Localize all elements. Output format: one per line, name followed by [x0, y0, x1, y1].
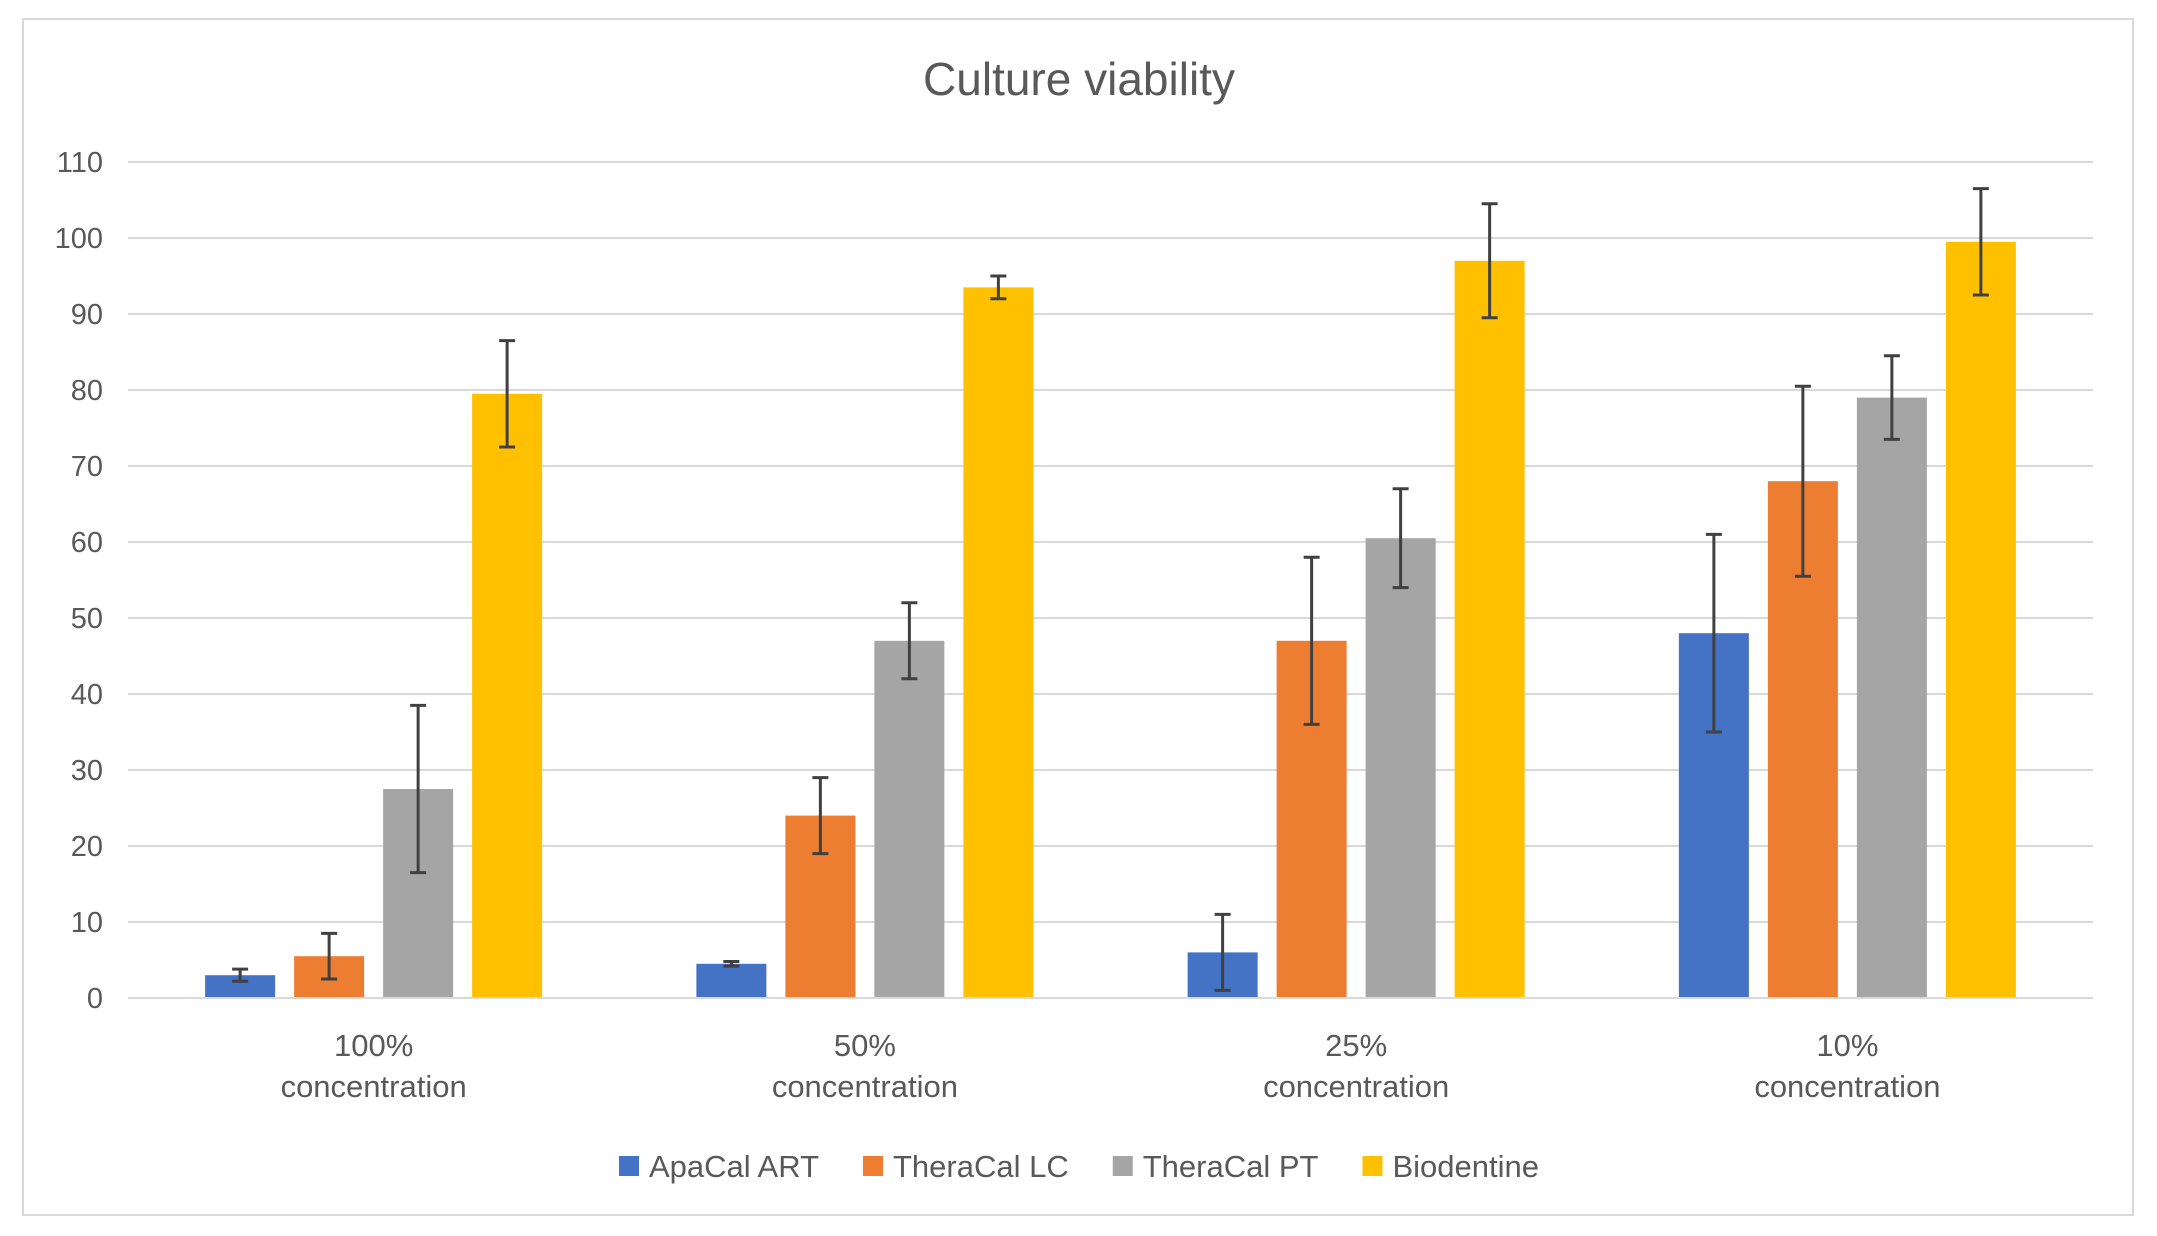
bar: [1945, 241, 2016, 999]
legend-swatch: [863, 1156, 884, 1176]
y-tick-label: 70: [71, 451, 103, 483]
bar: [1365, 538, 1436, 998]
y-tick-label: 110: [57, 147, 103, 179]
y-tick-label: 80: [71, 375, 103, 407]
y-tick-label: 40: [71, 679, 103, 711]
x-category-label: concentration: [772, 1069, 958, 1104]
x-category-label: 100%: [334, 1028, 413, 1063]
x-category-label: concentration: [1754, 1069, 1940, 1104]
x-category-label: concentration: [281, 1069, 467, 1104]
bar: [1856, 397, 1927, 999]
bar: [1454, 260, 1525, 998]
legend-label: TheraCal PT: [1143, 1149, 1319, 1184]
legend-label: Biodentine: [1392, 1149, 1539, 1184]
bar: [874, 640, 945, 998]
chart-title: Culture viability: [923, 53, 1235, 105]
x-axis-category-labels: 100% concentration 50% concentration 25% conc…: [281, 1028, 1941, 1104]
bar: [696, 963, 767, 998]
legend-label: TheraCal LC: [893, 1149, 1069, 1184]
legend-swatch: [1112, 1156, 1133, 1176]
y-tick-label: 90: [71, 299, 103, 331]
bar: [963, 287, 1034, 998]
y-tick-label: 60: [71, 527, 103, 559]
x-category-label: concentration: [1263, 1069, 1449, 1104]
error-bars: [232, 187, 1989, 992]
legend: ApaCal ART TheraCal LC TheraCal PT Biodenti…: [618, 1149, 1539, 1184]
y-tick-label: 20: [71, 831, 103, 863]
y-tick-label: 100: [55, 223, 103, 255]
y-tick-label: 0: [87, 983, 103, 1015]
legend-swatch: [1362, 1156, 1383, 1176]
bar: [205, 975, 276, 998]
x-category-label: 10%: [1816, 1028, 1878, 1063]
bars: [205, 241, 2016, 999]
legend-label: ApaCal ART: [649, 1149, 819, 1184]
y-tick-label: 30: [71, 755, 103, 787]
x-category-label: 25%: [1325, 1028, 1387, 1063]
x-category-label: 50%: [834, 1028, 896, 1063]
y-tick-label: 10: [71, 907, 103, 939]
y-axis-tick-labels: 0 10 20 30 40 50 60 70 80 90 100 110: [55, 147, 103, 1015]
legend-swatch: [618, 1156, 639, 1176]
gridlines: [128, 161, 2093, 923]
bar: [472, 393, 543, 998]
y-tick-label: 50: [71, 603, 103, 635]
